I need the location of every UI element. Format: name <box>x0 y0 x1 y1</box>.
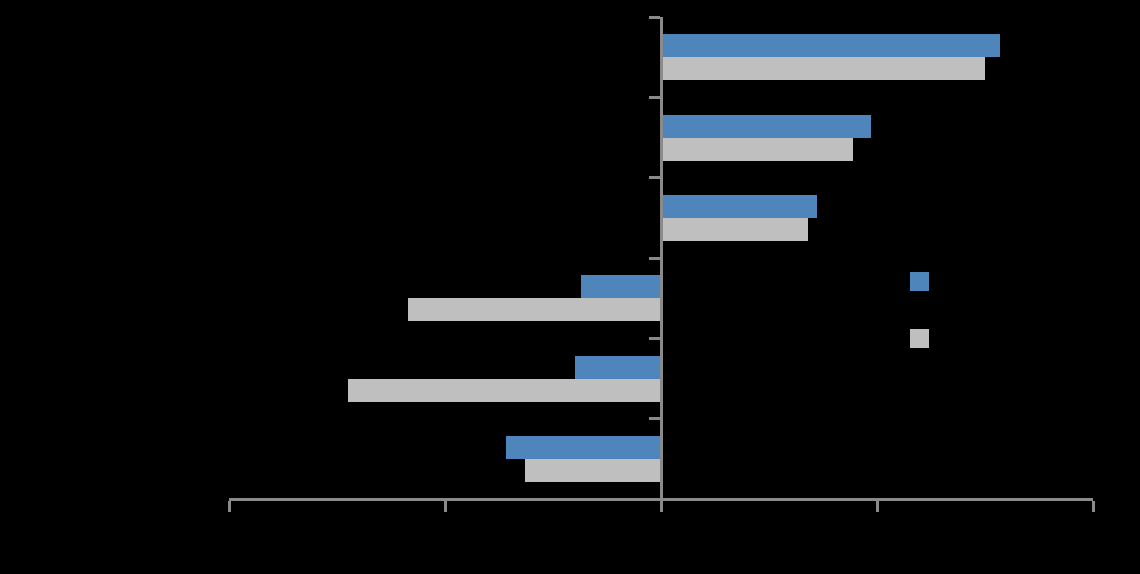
legend-swatch-series1 <box>910 272 929 291</box>
bar-series-2-cat4 <box>408 298 661 322</box>
x-axis-tick <box>1091 500 1095 512</box>
y-axis-tick <box>648 256 660 260</box>
bar-series-1-cat4 <box>581 275 661 299</box>
x-axis-tick <box>875 500 879 512</box>
bar-series-1-cat1 <box>661 34 1001 58</box>
bar-series-1-cat3 <box>661 194 817 218</box>
x-axis-tick <box>227 500 231 512</box>
bar-series-2-cat2 <box>661 137 854 161</box>
y-axis-tick <box>648 95 660 99</box>
y-axis-tick <box>648 336 660 340</box>
bar-series-2-cat3 <box>661 217 808 241</box>
bar-series-1-cat2 <box>661 114 871 138</box>
bar-series-2-cat6 <box>524 458 661 482</box>
y-axis-tick <box>648 176 660 180</box>
legend-swatch-series2 <box>910 329 929 348</box>
y-axis-tick <box>648 417 660 421</box>
bar-series-1-cat5 <box>574 355 661 379</box>
y-axis-line <box>659 17 663 512</box>
y-axis-tick <box>648 15 660 19</box>
bar-series-2-cat1 <box>661 57 985 81</box>
x-axis-tick <box>443 500 447 512</box>
bar-series-2-cat5 <box>347 378 661 402</box>
bar-series-1-cat6 <box>505 435 661 459</box>
